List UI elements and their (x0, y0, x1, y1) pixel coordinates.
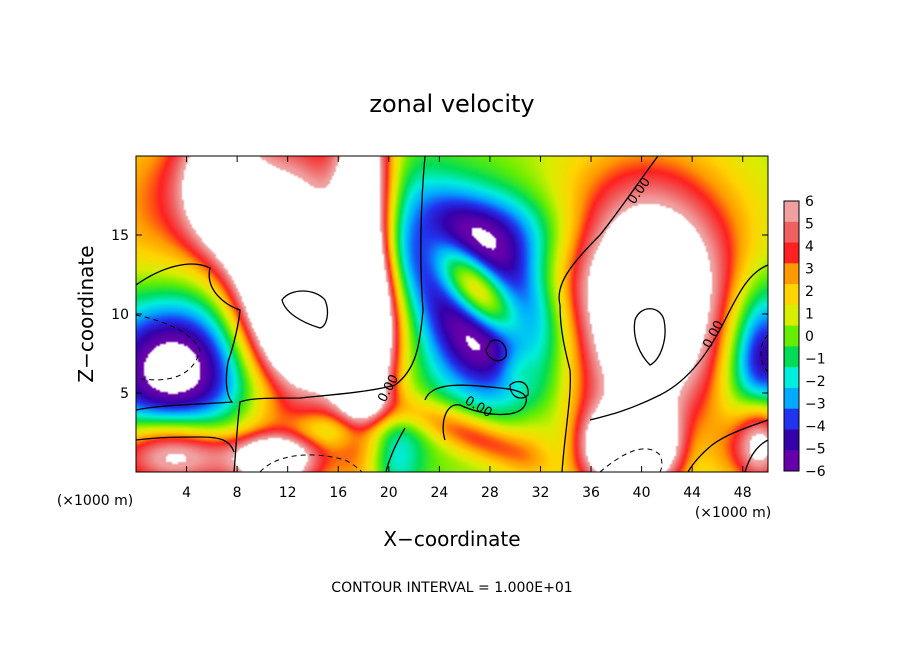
colorbar-label: 2 (805, 284, 814, 300)
contour-line (687, 419, 768, 472)
colorbar-label: 0 (805, 329, 814, 345)
x-tick-label: 20 (380, 485, 398, 501)
contour-line (136, 314, 201, 381)
colorbar-label: −6 (805, 464, 826, 480)
colorbar-swatch (784, 387, 799, 410)
colorbar-swatch (784, 263, 799, 285)
colorbar-swatch (784, 429, 799, 451)
x-axis: 4 8 12 16 20 24 28 32 36 40 44 48 (182, 156, 752, 501)
colorbar-swatch (784, 346, 799, 368)
colorbar-label: 4 (805, 239, 814, 255)
y-tick-label: 5 (120, 386, 129, 402)
x-tick-label: 4 (182, 485, 191, 501)
x-tick-label: 44 (683, 485, 701, 501)
contour-line (760, 334, 768, 373)
contour-line (485, 339, 507, 362)
velocity-field (136, 156, 768, 472)
colorbar: 6 5 4 3 2 1 0 −1 −2 −3 −4 −5 −6 (783, 194, 826, 480)
contour-line (589, 264, 768, 421)
colorbar-swatch (784, 242, 799, 264)
x-tick-label: 48 (734, 485, 752, 501)
colorbar-label: −2 (805, 374, 826, 390)
colorbar-swatch (784, 408, 799, 430)
x-tick-label: 12 (279, 485, 297, 501)
contour-line (233, 156, 426, 472)
contour-line (385, 427, 406, 472)
colorbar-swatch (784, 325, 799, 347)
y-axis: 5 10 15 (111, 228, 768, 402)
colorbar-label: 6 (805, 194, 814, 210)
contour-line (281, 290, 329, 329)
x-tick-label: 16 (329, 485, 347, 501)
y-tick-label: 15 (111, 228, 129, 244)
contour-line (558, 156, 659, 472)
colorbar-swatch (784, 450, 799, 472)
contour-line (259, 454, 363, 472)
x-tick-label: 36 (582, 485, 600, 501)
colorbar-label: 3 (805, 262, 814, 278)
y-tick-label: 10 (111, 307, 129, 323)
colorbar-label: 5 (805, 217, 814, 233)
contour-line (136, 263, 241, 411)
y-axis-label: Z−coordinate (74, 245, 98, 382)
contour-line (744, 439, 768, 472)
contour-line (509, 381, 529, 399)
contour-line (424, 384, 527, 441)
x-axis-label: X−coordinate (383, 527, 520, 551)
colorbar-label: −1 (805, 352, 826, 368)
colorbar-swatch (784, 284, 799, 306)
x-tick-label: 8 (233, 485, 242, 501)
colorbar-label: −5 (805, 442, 826, 458)
colorbar-swatch (784, 201, 799, 223)
contour-line (136, 436, 235, 453)
colorbar-swatch (784, 221, 799, 244)
x-unit-left: (×1000 m) (57, 493, 133, 509)
colorbar-label: 1 (805, 307, 814, 323)
x-tick-label: 32 (532, 485, 550, 501)
colorbar-swatch (784, 367, 799, 389)
colorbar-swatch (784, 304, 799, 327)
plot-area: 0.00 0.00 0.00 0.00 (135, 155, 769, 473)
zero-contours (136, 156, 768, 472)
x-unit-right: (×1000 m) (695, 505, 771, 521)
x-tick-label: 28 (481, 485, 499, 501)
negative-contours (136, 314, 768, 472)
contour-line (633, 308, 666, 366)
x-tick-label: 40 (633, 485, 651, 501)
colorbar-frame (783, 200, 800, 472)
colorbar-label: −3 (805, 397, 826, 413)
contour-line (599, 448, 663, 472)
contour-interval: CONTOUR INTERVAL = 1.000E+01 (331, 580, 572, 596)
x-tick-label: 24 (430, 485, 448, 501)
colorbar-label: −4 (805, 419, 826, 435)
chart-title: zonal velocity (369, 90, 534, 118)
